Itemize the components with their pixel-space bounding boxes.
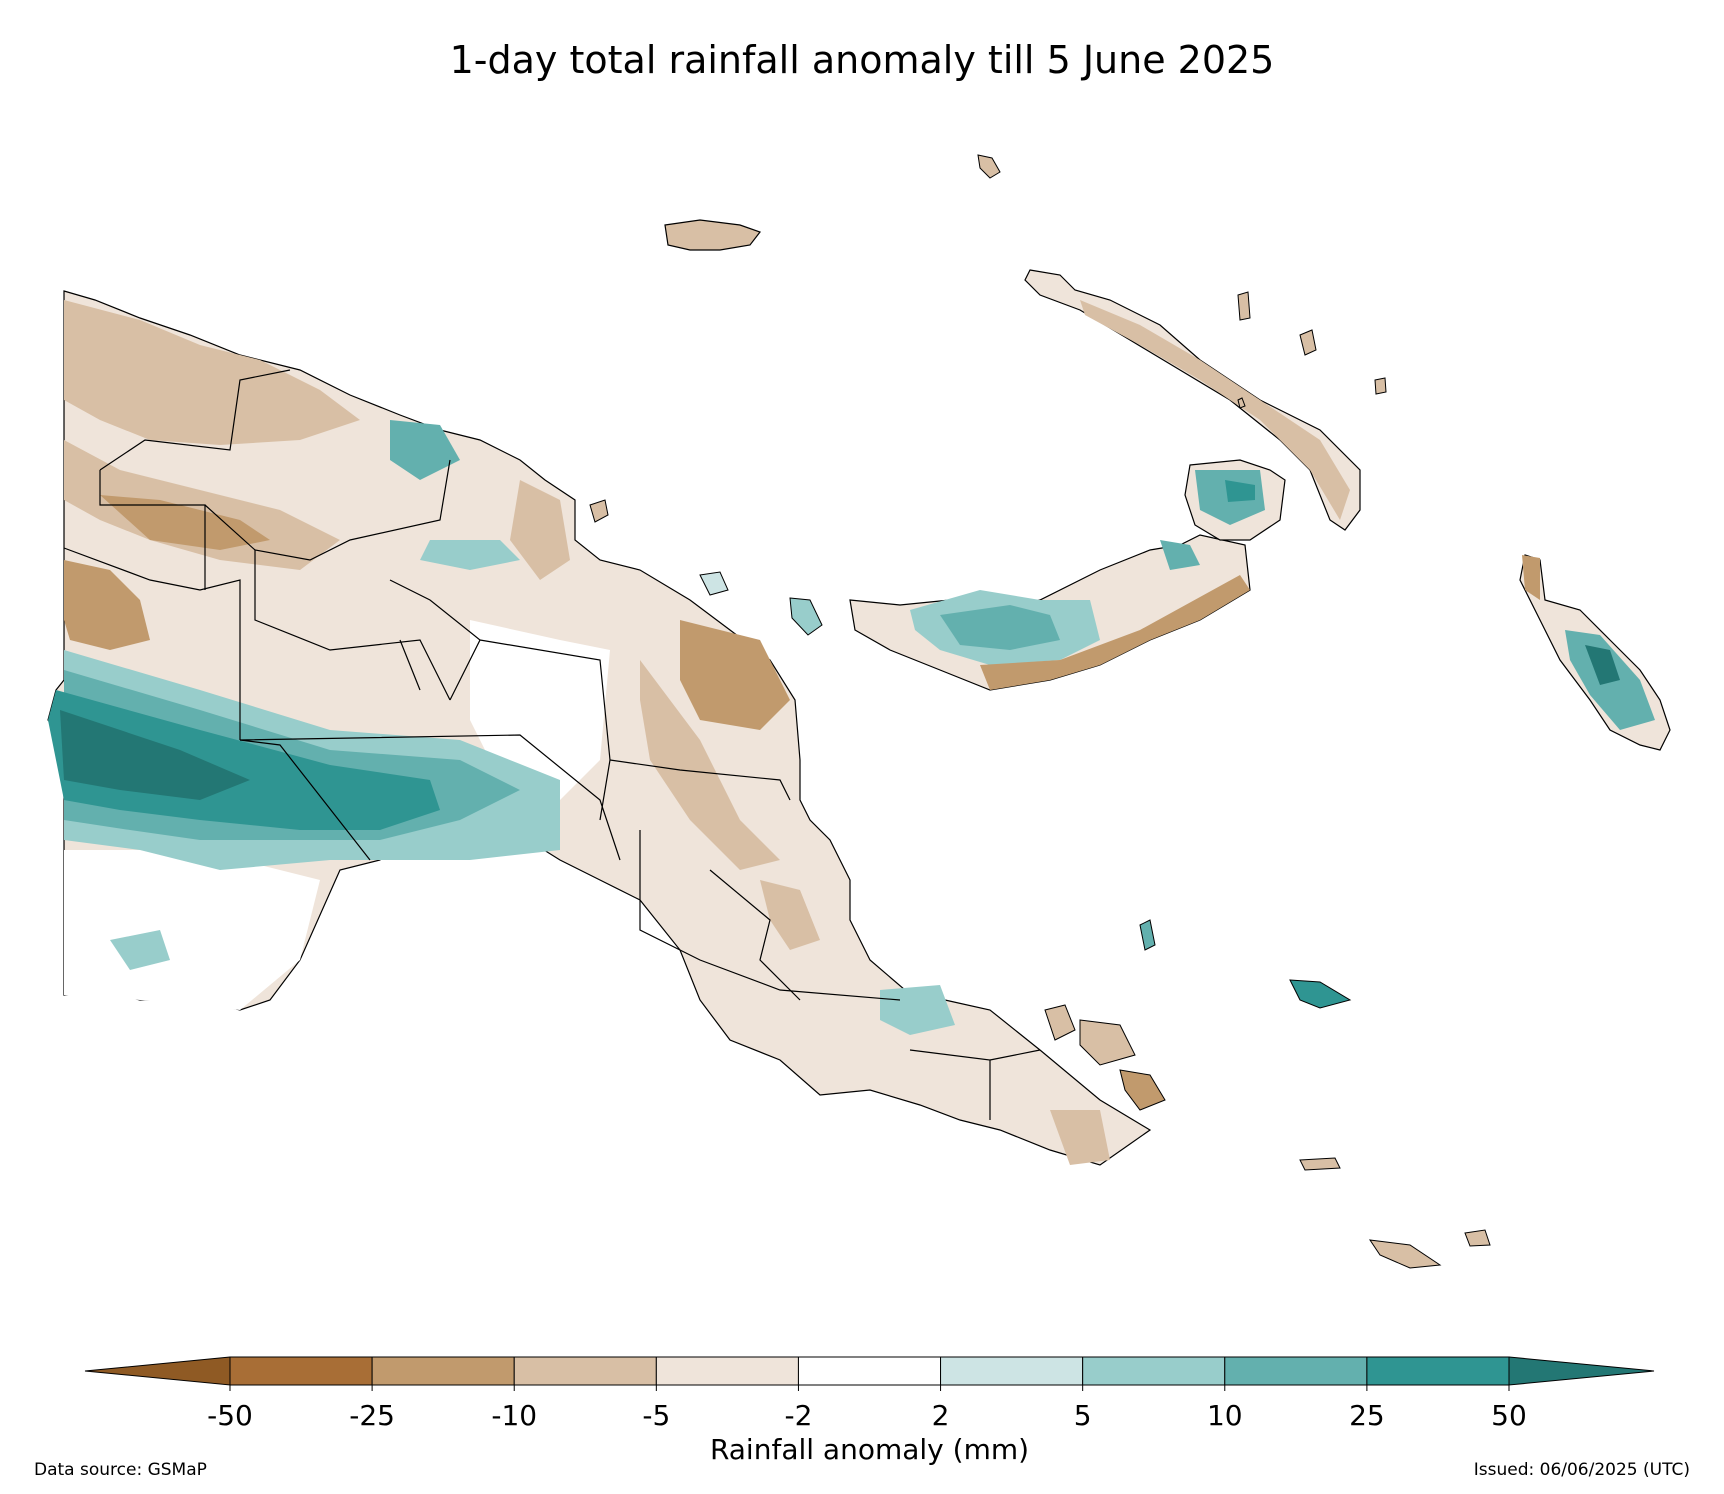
island-karkar	[589, 499, 609, 523]
island-umboi	[789, 597, 823, 636]
dry-north-1	[64, 300, 360, 445]
dry-north-3	[100, 495, 270, 550]
province-borders	[63, 369, 1041, 1120]
colorbar-tick-label: 2	[932, 1399, 950, 1432]
new-britain-dry	[980, 575, 1250, 690]
manus-outline	[664, 219, 761, 251]
island-wuvulu	[1237, 397, 1246, 409]
data-source: Data source: GSMaP	[34, 1460, 207, 1480]
colorbar-tick-label: 5	[1074, 1399, 1092, 1432]
small-islands	[589, 154, 1491, 1269]
colorbar-segment	[1224, 1356, 1368, 1386]
colorbar-segment	[371, 1356, 515, 1386]
island-normanby	[1119, 1069, 1166, 1111]
new-britain-wet	[940, 605, 1060, 650]
colorbar-tick-label: 25	[1349, 1399, 1385, 1432]
colorbar-segment	[513, 1356, 657, 1386]
mainland-png	[47, 290, 1152, 1166]
island-mussau	[977, 154, 1001, 179]
colorbar-segment	[797, 1356, 942, 1386]
colorbar-over-arrow	[1508, 1356, 1655, 1386]
dry-southeast-1	[760, 880, 820, 950]
bougainville	[1519, 554, 1671, 751]
wet-southeast	[880, 985, 955, 1035]
island-tabar	[1237, 291, 1251, 321]
wet-band-strong	[48, 690, 440, 830]
issued-date: Issued: 06/06/2025 (UTC)	[1473, 1460, 1690, 1480]
colorbar-tick-label: 50	[1491, 1399, 1527, 1432]
neutral-south	[64, 850, 320, 1010]
island-misima	[1299, 1157, 1341, 1171]
colorbar-tick-label: -25	[349, 1399, 395, 1432]
wet-south-spot	[110, 930, 170, 970]
wet-band-extreme	[60, 710, 250, 800]
island-fergusson	[1079, 1019, 1136, 1066]
new-britain	[849, 534, 1251, 691]
colorbar-label: Rainfall anomaly (mm)	[710, 1433, 1029, 1466]
colorbar-tick-label: -5	[642, 1399, 670, 1432]
gazelle-wet-core	[1225, 480, 1255, 502]
colorbar-segment	[1082, 1356, 1226, 1386]
colorbar-segment	[1366, 1356, 1510, 1386]
dry-east-band	[640, 660, 780, 870]
island-goodenough	[1044, 1004, 1076, 1041]
bougainville-wet-core	[1585, 645, 1620, 685]
new-ireland	[1024, 269, 1361, 541]
dry-mid	[510, 480, 570, 580]
colorbar-under-arrow	[84, 1356, 231, 1386]
island-tagula	[1368, 1239, 1442, 1269]
island-trobriand	[1139, 919, 1156, 951]
buka-dry	[1522, 555, 1540, 600]
dry-east-coast	[680, 620, 790, 730]
new-ireland-dry	[1080, 300, 1350, 520]
colorbar-tick-label: -2	[784, 1399, 812, 1432]
manus-island	[664, 219, 761, 251]
island-feni	[1374, 377, 1387, 395]
colorbar-segment	[229, 1356, 373, 1386]
map-title: 1-day total rainfall anomaly till 5 June…	[449, 38, 1275, 82]
island-longisland	[699, 571, 729, 596]
colorbar-segment	[655, 1356, 799, 1386]
neutral-interior	[470, 620, 610, 800]
colorbar-segment	[940, 1356, 1084, 1386]
island-woodlark	[1289, 979, 1352, 1009]
wet-north-inland	[420, 540, 520, 570]
island-lihir	[1299, 329, 1317, 356]
colorbar-tick-label: 10	[1207, 1399, 1243, 1432]
new-britain-north-wet	[1160, 540, 1200, 570]
dry-southeast-2	[1050, 1110, 1110, 1165]
colorbar-tick-label: -50	[207, 1399, 253, 1432]
island-rossel	[1464, 1229, 1491, 1247]
colorbar-tick-label: -10	[491, 1399, 537, 1432]
wet-north-coast	[390, 420, 460, 480]
dry-west	[64, 560, 150, 650]
